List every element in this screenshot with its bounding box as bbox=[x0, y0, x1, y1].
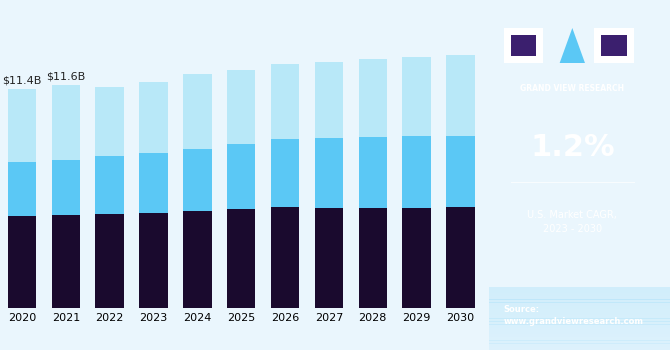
FancyBboxPatch shape bbox=[489, 293, 670, 296]
FancyBboxPatch shape bbox=[489, 315, 670, 318]
Bar bbox=[52, 160, 80, 215]
Bar bbox=[7, 162, 36, 216]
FancyBboxPatch shape bbox=[489, 334, 670, 337]
Bar bbox=[446, 136, 475, 207]
FancyBboxPatch shape bbox=[489, 346, 670, 350]
Bar bbox=[227, 70, 255, 144]
Text: U.S. Market CAGR,
2023 - 2030: U.S. Market CAGR, 2023 - 2030 bbox=[527, 210, 617, 234]
Bar bbox=[227, 144, 255, 209]
FancyBboxPatch shape bbox=[489, 337, 670, 341]
Bar bbox=[446, 55, 475, 136]
Bar bbox=[358, 208, 387, 308]
FancyBboxPatch shape bbox=[489, 328, 670, 331]
FancyBboxPatch shape bbox=[489, 296, 670, 300]
FancyBboxPatch shape bbox=[489, 299, 670, 303]
Bar bbox=[95, 156, 124, 214]
FancyBboxPatch shape bbox=[489, 309, 670, 312]
Bar bbox=[183, 211, 212, 308]
FancyBboxPatch shape bbox=[489, 324, 670, 328]
Bar bbox=[271, 207, 299, 308]
Bar bbox=[403, 57, 431, 136]
Bar bbox=[271, 64, 299, 139]
Bar bbox=[7, 216, 36, 308]
FancyBboxPatch shape bbox=[489, 343, 670, 347]
FancyBboxPatch shape bbox=[504, 28, 543, 63]
Bar bbox=[52, 85, 80, 160]
Text: GRAND VIEW RESEARCH: GRAND VIEW RESEARCH bbox=[520, 84, 624, 93]
Text: $11.6B: $11.6B bbox=[46, 72, 85, 82]
Bar bbox=[315, 208, 343, 308]
Bar bbox=[227, 209, 255, 308]
FancyBboxPatch shape bbox=[489, 312, 670, 315]
FancyBboxPatch shape bbox=[489, 287, 670, 290]
Bar bbox=[7, 89, 36, 162]
FancyBboxPatch shape bbox=[489, 306, 670, 309]
Text: Source:
www.grandviewresearch.com: Source: www.grandviewresearch.com bbox=[504, 304, 644, 326]
FancyBboxPatch shape bbox=[594, 28, 634, 63]
FancyBboxPatch shape bbox=[489, 321, 670, 325]
Bar bbox=[183, 74, 212, 149]
Bar bbox=[403, 136, 431, 208]
Bar bbox=[358, 59, 387, 136]
Bar bbox=[139, 82, 168, 153]
Bar bbox=[315, 138, 343, 208]
Bar bbox=[183, 149, 212, 211]
Bar bbox=[139, 213, 168, 308]
Bar bbox=[403, 208, 431, 308]
FancyBboxPatch shape bbox=[489, 331, 670, 334]
FancyBboxPatch shape bbox=[489, 318, 670, 322]
Bar bbox=[315, 62, 343, 138]
FancyBboxPatch shape bbox=[489, 290, 670, 293]
Bar bbox=[52, 215, 80, 308]
Bar bbox=[358, 136, 387, 208]
Text: 1.2%: 1.2% bbox=[530, 133, 614, 161]
Polygon shape bbox=[559, 28, 585, 63]
FancyBboxPatch shape bbox=[511, 35, 536, 56]
FancyBboxPatch shape bbox=[601, 35, 626, 56]
FancyBboxPatch shape bbox=[489, 340, 670, 344]
FancyBboxPatch shape bbox=[489, 302, 670, 306]
Bar bbox=[95, 87, 124, 156]
Text: $11.4B: $11.4B bbox=[2, 76, 42, 86]
Bar bbox=[95, 214, 124, 308]
Bar bbox=[446, 207, 475, 308]
Bar bbox=[271, 139, 299, 207]
Bar bbox=[139, 153, 168, 213]
